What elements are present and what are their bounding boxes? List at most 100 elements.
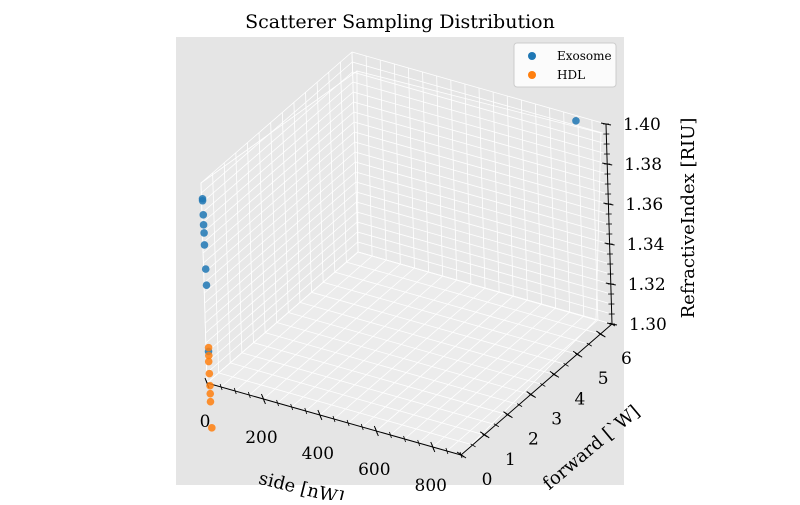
- grid-line-y-floor: [218, 372, 473, 446]
- legend: Exosome HDL: [513, 42, 617, 88]
- data-point-hdl: [206, 389, 215, 398]
- grid-line-x-floor: [347, 291, 500, 424]
- grid-line-x-floor: [390, 303, 542, 436]
- z-tick-label: 1.34: [627, 235, 665, 255]
- grid-line-x-floor: [432, 315, 585, 448]
- y-minor-tick: [574, 352, 581, 357]
- y-minor-tick: [551, 373, 558, 377]
- grid-line-z-left: [200, 51, 353, 184]
- y-minor-tick: [598, 332, 604, 337]
- y-minor-tick: [516, 403, 523, 407]
- grid-line-x-floor: [418, 311, 570, 444]
- grid-line-x-floor: [361, 295, 514, 428]
- y-minor-tick: [540, 383, 546, 387]
- data-point-hdl: [204, 343, 213, 352]
- y-minor-tick: [458, 453, 465, 458]
- x-tick-label: 200: [245, 428, 277, 448]
- x-minor-tick: [247, 391, 251, 399]
- x-minor-tick: [219, 383, 223, 391]
- grid-line-z-left: [205, 211, 358, 344]
- data-point-hdl: [206, 397, 215, 406]
- grid-line-y-floor: [264, 332, 520, 406]
- z-axis-label: RefractiveIndex [RIU]: [678, 118, 699, 319]
- grid-line-z-left: [206, 241, 358, 374]
- grid-line-z-left: [204, 181, 357, 314]
- grid-line-z-back: [354, 131, 609, 205]
- grid-line-x-floor: [305, 279, 458, 412]
- data-point-hdl: [204, 357, 213, 366]
- grid-line-y-floor: [346, 261, 601, 335]
- x-minor-tick: [431, 443, 435, 451]
- legend-marker-exosome: [528, 52, 536, 60]
- x-minor-tick: [389, 431, 392, 439]
- grid-line-y-floor: [253, 342, 508, 416]
- grid-line-x-floor: [376, 299, 528, 432]
- grid-line-z-back: [353, 91, 608, 165]
- x-minor-tick: [403, 435, 406, 443]
- y-minor-tick: [493, 423, 500, 428]
- grid-line-z-back: [356, 221, 612, 295]
- grid-line-z-left: [202, 121, 355, 254]
- y-minor-tick: [528, 393, 534, 397]
- y-tick-label: 3: [551, 410, 562, 430]
- z-tick-label: 1.30: [629, 315, 667, 335]
- grid-line-z-back: [356, 201, 611, 275]
- y-axis-line: [460, 323, 613, 456]
- grid-line-z-back: [351, 51, 607, 125]
- y-minor-tick: [586, 342, 592, 347]
- grid-line-x-floor: [319, 283, 472, 416]
- grid-line-z-left: [202, 101, 354, 234]
- grid-lines: [200, 51, 613, 456]
- y-tick-mark: [549, 370, 560, 378]
- data-point-exosome: [198, 196, 207, 205]
- x-tick-label: 800: [415, 476, 447, 496]
- data-point-hdl: [205, 351, 213, 360]
- grid-line-y-floor: [311, 291, 566, 365]
- data-point-hdl: [208, 424, 216, 432]
- grid-line-x-floor: [291, 275, 443, 408]
- y-tick-label: 5: [598, 369, 609, 389]
- legend-marker-hdl: [528, 71, 536, 79]
- legend-box: [513, 42, 617, 88]
- grid-line-z-left: [206, 251, 359, 384]
- chart-title: Scatterer Sampling Distribution: [245, 11, 555, 33]
- grid-line-z-back: [356, 191, 611, 265]
- grid-line-z-back: [355, 171, 610, 245]
- x-minor-tick: [304, 407, 308, 415]
- x-tick-label: 0: [200, 412, 211, 432]
- grid-line-z-left: [204, 171, 356, 304]
- grid-line-z-left: [205, 201, 357, 334]
- grid-line-x-floor: [249, 263, 401, 396]
- x-minor-tick: [290, 403, 294, 411]
- x-tick-label: 400: [302, 444, 334, 464]
- z-tick-label: 1.40: [623, 115, 661, 135]
- grid-line-z-back: [353, 111, 608, 185]
- grid-line-x-floor: [404, 307, 556, 440]
- data-point-hdl: [205, 369, 214, 378]
- x-minor-tick: [417, 439, 421, 447]
- grid-line-z-left: [204, 191, 357, 324]
- y-minor-tick: [470, 443, 476, 448]
- grid-line-z-left: [204, 161, 356, 294]
- grid-line-z-left: [203, 141, 355, 274]
- grid-line-z-left: [201, 71, 353, 204]
- grid-line-z-back: [357, 251, 613, 325]
- y-tick-label: 6: [621, 349, 632, 369]
- legend-label-exosome: Exosome: [557, 49, 612, 63]
- data-point-exosome: [200, 241, 209, 249]
- x-minor-tick: [360, 423, 364, 431]
- x-minor-tick: [374, 427, 378, 435]
- grid-line-z-left: [203, 131, 355, 264]
- y-minor-tick: [563, 362, 569, 367]
- data-point-exosome: [202, 281, 211, 289]
- y-tick-mark: [572, 350, 583, 358]
- grid-line-z-back: [353, 101, 608, 175]
- y-minor-tick: [505, 413, 511, 418]
- grid-line-z-left: [203, 151, 356, 284]
- data-point-exosome: [200, 229, 208, 237]
- x-minor-tick: [262, 395, 265, 403]
- data-point-exosome: [201, 265, 210, 273]
- grid-line-z-back: [355, 161, 610, 235]
- x-minor-tick: [318, 411, 322, 419]
- grid-line-z-left: [201, 81, 354, 214]
